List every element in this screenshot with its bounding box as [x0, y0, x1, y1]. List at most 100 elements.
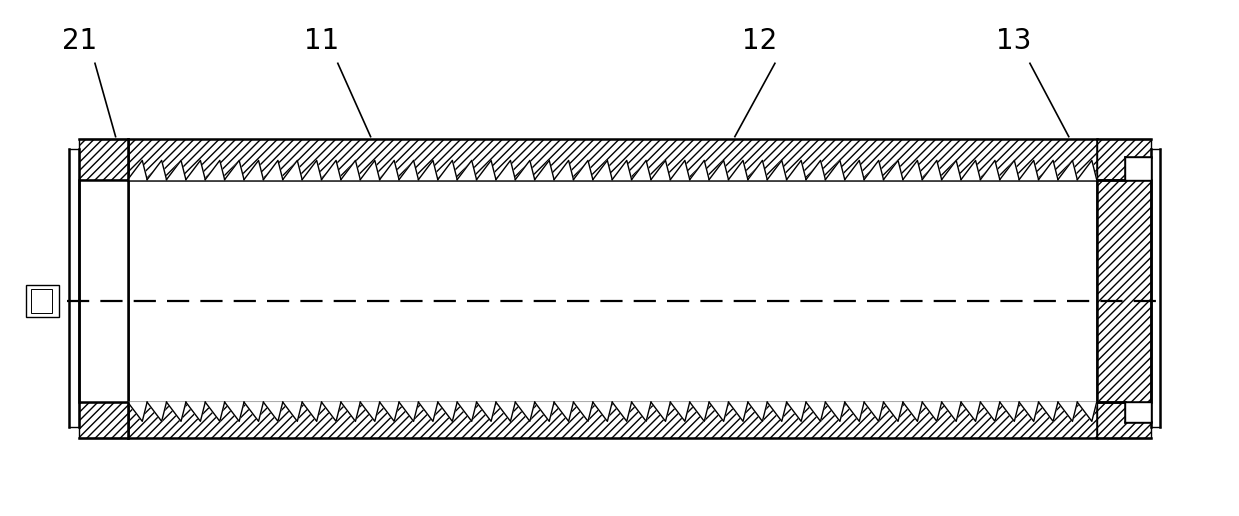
- Polygon shape: [1058, 160, 1077, 180]
- Polygon shape: [980, 160, 1000, 180]
- Bar: [79, 402, 128, 438]
- Polygon shape: [399, 402, 419, 422]
- Polygon shape: [535, 402, 554, 422]
- Polygon shape: [399, 160, 419, 180]
- Polygon shape: [650, 160, 670, 180]
- Polygon shape: [224, 160, 244, 180]
- Polygon shape: [477, 160, 496, 180]
- Bar: [31, 288, 52, 313]
- Polygon shape: [457, 160, 477, 180]
- Polygon shape: [864, 402, 883, 422]
- Polygon shape: [1077, 160, 1097, 180]
- Polygon shape: [1125, 157, 1151, 180]
- Polygon shape: [496, 402, 515, 422]
- Polygon shape: [166, 402, 186, 422]
- Polygon shape: [864, 160, 883, 180]
- Polygon shape: [554, 402, 574, 422]
- Text: 11: 11: [305, 26, 339, 55]
- Polygon shape: [496, 160, 515, 180]
- Polygon shape: [690, 402, 709, 422]
- Polygon shape: [166, 160, 186, 180]
- Polygon shape: [186, 402, 206, 422]
- Polygon shape: [341, 160, 361, 180]
- Polygon shape: [379, 160, 399, 180]
- Polygon shape: [128, 402, 147, 422]
- Polygon shape: [147, 402, 166, 422]
- Text: 13: 13: [996, 26, 1032, 55]
- Polygon shape: [1000, 160, 1020, 180]
- Polygon shape: [128, 160, 147, 180]
- Polygon shape: [748, 160, 767, 180]
- Polygon shape: [690, 160, 709, 180]
- Polygon shape: [535, 160, 554, 180]
- Polygon shape: [807, 160, 825, 180]
- Bar: [79, 139, 128, 180]
- Polygon shape: [612, 402, 632, 422]
- Polygon shape: [206, 402, 224, 422]
- Text: 12: 12: [741, 26, 777, 55]
- Polygon shape: [264, 160, 282, 180]
- Polygon shape: [224, 402, 244, 422]
- Polygon shape: [709, 402, 729, 422]
- Text: 21: 21: [62, 26, 97, 55]
- Polygon shape: [244, 402, 264, 422]
- Polygon shape: [341, 402, 361, 422]
- Polygon shape: [883, 402, 903, 422]
- Polygon shape: [186, 160, 206, 180]
- Polygon shape: [1125, 402, 1151, 422]
- Polygon shape: [1020, 402, 1038, 422]
- Polygon shape: [592, 402, 612, 422]
- Polygon shape: [515, 402, 535, 422]
- Polygon shape: [670, 160, 690, 180]
- Polygon shape: [574, 402, 592, 422]
- Bar: [128, 402, 1097, 438]
- Polygon shape: [282, 160, 302, 180]
- Polygon shape: [554, 160, 574, 180]
- Bar: [1097, 180, 1151, 402]
- Polygon shape: [650, 402, 670, 422]
- Polygon shape: [612, 160, 632, 180]
- Bar: [1097, 139, 1151, 180]
- Polygon shape: [632, 402, 650, 422]
- Polygon shape: [845, 160, 864, 180]
- Polygon shape: [1020, 160, 1038, 180]
- Polygon shape: [282, 402, 302, 422]
- Polygon shape: [845, 402, 864, 422]
- Bar: [128, 139, 1097, 180]
- Bar: [26, 284, 58, 317]
- Polygon shape: [322, 160, 341, 180]
- Polygon shape: [477, 402, 496, 422]
- Polygon shape: [883, 160, 903, 180]
- Polygon shape: [767, 160, 787, 180]
- Polygon shape: [922, 160, 942, 180]
- Bar: [79, 180, 128, 402]
- Polygon shape: [592, 160, 612, 180]
- Polygon shape: [322, 402, 341, 422]
- Polygon shape: [379, 402, 399, 422]
- Polygon shape: [825, 160, 845, 180]
- Polygon shape: [961, 402, 980, 422]
- Polygon shape: [1038, 402, 1058, 422]
- Polygon shape: [767, 402, 787, 422]
- Polygon shape: [1077, 402, 1097, 422]
- Polygon shape: [302, 160, 322, 180]
- Polygon shape: [961, 160, 980, 180]
- Bar: [1097, 402, 1151, 438]
- Polygon shape: [787, 160, 807, 180]
- Polygon shape: [807, 402, 825, 422]
- Polygon shape: [437, 160, 457, 180]
- Polygon shape: [515, 160, 535, 180]
- Polygon shape: [942, 160, 961, 180]
- Polygon shape: [729, 402, 748, 422]
- Polygon shape: [903, 402, 922, 422]
- Polygon shape: [942, 402, 961, 422]
- Polygon shape: [419, 402, 437, 422]
- Polygon shape: [302, 402, 322, 422]
- Polygon shape: [825, 402, 845, 422]
- Polygon shape: [361, 402, 379, 422]
- Polygon shape: [361, 160, 379, 180]
- Polygon shape: [1038, 160, 1058, 180]
- Polygon shape: [244, 160, 264, 180]
- Polygon shape: [1058, 402, 1077, 422]
- Polygon shape: [264, 402, 282, 422]
